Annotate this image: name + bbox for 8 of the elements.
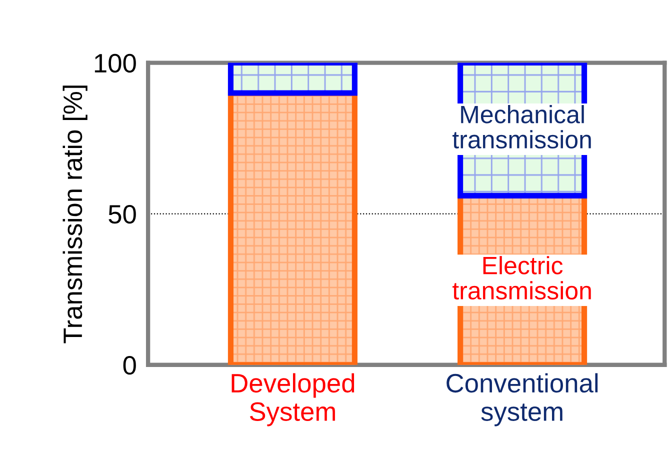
x-tick-label: Conventional system — [446, 373, 598, 426]
series-label: Mechanical transmission — [452, 105, 591, 149]
series-label: Electric transmission — [452, 256, 591, 300]
x-tick-label: Developed System — [232, 373, 354, 426]
y-axis-title: Transmission ratio [%] — [62, 86, 88, 344]
y-tick-label: 0 — [123, 356, 136, 375]
y-tick-label: 50 — [108, 204, 136, 224]
y-tick-label: 100 — [94, 54, 136, 73]
